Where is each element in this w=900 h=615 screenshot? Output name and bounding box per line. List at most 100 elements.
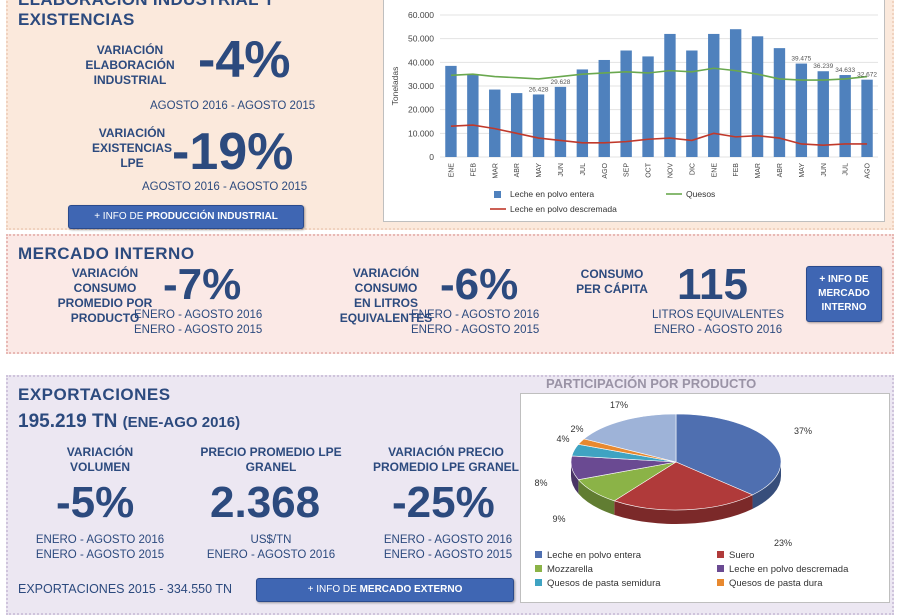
x-tick-label: SEP [624, 163, 631, 177]
production-info-button[interactable]: + INFO DE PRODUCCIÓN INDUSTRIAL [68, 205, 304, 229]
bar [751, 36, 764, 157]
x-tick-label: ENE [711, 163, 718, 178]
internal-info-button[interactable]: + INFO DE MERCADO INTERNO [806, 266, 882, 322]
e1-period: ENERO - AGOSTO 2016 ENERO - AGOSTO 2015 [35, 534, 165, 561]
y-tick-label: 30.000 [408, 81, 434, 91]
data-label: 26.428 [529, 86, 549, 93]
legend-label: Quesos de pasta dura [729, 578, 823, 589]
y-tick-label: 20.000 [408, 105, 434, 115]
bar [729, 29, 742, 158]
x-tick-label: AGO [602, 162, 609, 178]
bar [817, 71, 829, 157]
y-tick-label: 50.000 [408, 34, 434, 44]
m3-value: 115 [677, 260, 748, 309]
m1-value: -7% [163, 260, 242, 309]
x-tick-label: AGO [865, 162, 872, 178]
x-tick-label: JUN [821, 163, 828, 177]
m3-label: CONSUMO PER CÁPITA [576, 267, 648, 296]
x-tick-label: ABR [514, 163, 521, 177]
m2-period: ENERO - AGOSTO 2016 ENERO - AGOSTO 2015 [411, 309, 540, 336]
data-label: 34.633 [835, 67, 855, 74]
e1-value: -5% [56, 478, 135, 527]
x-tick-label: MAR [755, 163, 762, 179]
production-title: ELABORACIÓN INDUSTRIAL Y EXISTENCIAS [18, 0, 275, 29]
bar [532, 94, 545, 157]
m2-value: -6% [440, 260, 519, 309]
y-axis-label: Toneladas [390, 67, 400, 106]
series-line [450, 124, 868, 146]
legend-label: Leche en polvo entera [547, 550, 642, 561]
legend-swatch [717, 579, 724, 586]
data-label: 29.628 [551, 79, 571, 86]
legend-label: Quesos de pasta semidura [547, 578, 661, 589]
pie-slice-side [571, 462, 579, 494]
bar [489, 89, 501, 157]
pie-slice [613, 461, 754, 511]
series-line [450, 67, 868, 81]
y-tick-label: 40.000 [408, 57, 434, 67]
legend-swatch [717, 565, 724, 572]
pie-data-label: 17% [610, 400, 628, 410]
x-tick-label: JUL [843, 163, 850, 176]
m1-label: VARIACIÓN CONSUMO PROMEDIO POR PRODUCTO [57, 266, 153, 325]
elab-label: VARIACIÓN ELABORACIÓN INDUSTRIAL [85, 43, 175, 87]
legend-swatch [535, 565, 542, 572]
pie-chart-svg: 37% 23% 9% 8% 4%2% 17% Leche en polvo entera Su… [534, 400, 849, 589]
exports-info-button[interactable]: + INFO DE MERCADO EXTERNO [256, 578, 514, 602]
legend-label: Leche en polvo descremada [729, 564, 849, 575]
x-tick-label: MAY [799, 163, 806, 178]
e3-label: VARIACIÓN PRECIO PROMEDIO LPE GRANEL [372, 445, 519, 474]
exist-label: VARIACIÓN EXISTENCIAS LPE [91, 126, 172, 170]
legend-label: Quesos [686, 189, 715, 199]
legend-swatch [717, 551, 724, 558]
m2-label: VARIACIÓN CONSUMO EN LITROS EQUIVALENTES [339, 266, 433, 325]
internal-title: MERCADO INTERNO [18, 244, 195, 263]
elab-value: -4% [198, 31, 291, 89]
e2-period: US$/TN ENERO - AGOSTO 2016 [206, 534, 336, 561]
production-chart: 0 10.000 20.000 30.000 40.000 50.000 60.000 Ton… [383, 0, 885, 222]
x-tick-label: MAR [492, 163, 499, 179]
pie-data-label: 9% [552, 514, 565, 524]
legend-swatch [535, 579, 542, 586]
x-tick-label: JUN [558, 163, 565, 177]
legend-swatch [535, 551, 542, 558]
exports-total: 195.219 TN (ENE-AGO 2016) [18, 411, 241, 432]
bar [576, 69, 589, 157]
pie-slice-side [614, 494, 753, 524]
bar [642, 56, 654, 157]
y-tick-label: 60.000 [408, 10, 434, 20]
bar [510, 93, 523, 157]
bar [467, 74, 479, 157]
e3-value: -25% [392, 478, 495, 527]
legend-label: Mozzarella [547, 564, 594, 575]
pie-data-label: 8% [534, 478, 547, 488]
x-tick-label: ENE [448, 163, 455, 178]
bar [686, 50, 698, 157]
y-tick-label: 0 [429, 152, 434, 162]
data-label: 36.239 [813, 63, 833, 70]
bar [795, 63, 808, 157]
pie-data-label: 4% [556, 434, 569, 444]
pie-chart: 37% 23% 9% 8% 4% 2% 17% Leche en polvo entera Su… [520, 393, 890, 603]
pie-title: PARTICIPACIÓN POR PRODUCTO [546, 376, 757, 391]
e1-label: VARIACIÓN VOLUMEN [66, 445, 134, 474]
x-tick-label: FEB [733, 163, 740, 177]
bar [620, 50, 632, 157]
x-tick-label: DIC [689, 163, 696, 175]
exist-value: -19% [172, 123, 294, 181]
pie-data-label: 23% [774, 538, 792, 548]
bar [773, 48, 786, 158]
m1-period: ENERO - AGOSTO 2016 ENERO - AGOSTO 2015 [134, 309, 263, 336]
x-tick-label: OCT [646, 162, 653, 178]
production-chart-svg: 0 10.000 20.000 30.000 40.000 50.000 60.000 Ton… [390, 10, 878, 214]
exports-title: EXPORTACIONES [18, 385, 171, 404]
elab-period: AGOSTO 2016 - AGOSTO 2015 [150, 100, 316, 112]
legend-label: Leche en polvo entera [510, 189, 594, 199]
legend-label: Leche en polvo descremada [510, 204, 617, 214]
x-tick-label: FEB [470, 163, 477, 177]
bar [554, 86, 567, 157]
x-tick-label: MAY [536, 163, 543, 178]
pie-slice [583, 413, 677, 463]
pie-slice-side [578, 479, 615, 515]
legend-swatch [494, 191, 501, 198]
